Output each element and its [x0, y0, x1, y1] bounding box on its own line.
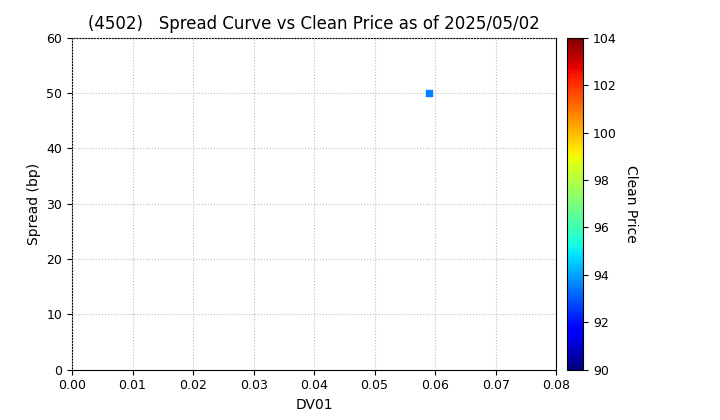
- Y-axis label: Spread (bp): Spread (bp): [27, 163, 41, 245]
- Y-axis label: Clean Price: Clean Price: [624, 165, 638, 243]
- Title: (4502)   Spread Curve vs Clean Price as of 2025/05/02: (4502) Spread Curve vs Clean Price as of…: [89, 16, 540, 34]
- X-axis label: DV01: DV01: [295, 398, 333, 412]
- Point: [423, 90, 435, 97]
